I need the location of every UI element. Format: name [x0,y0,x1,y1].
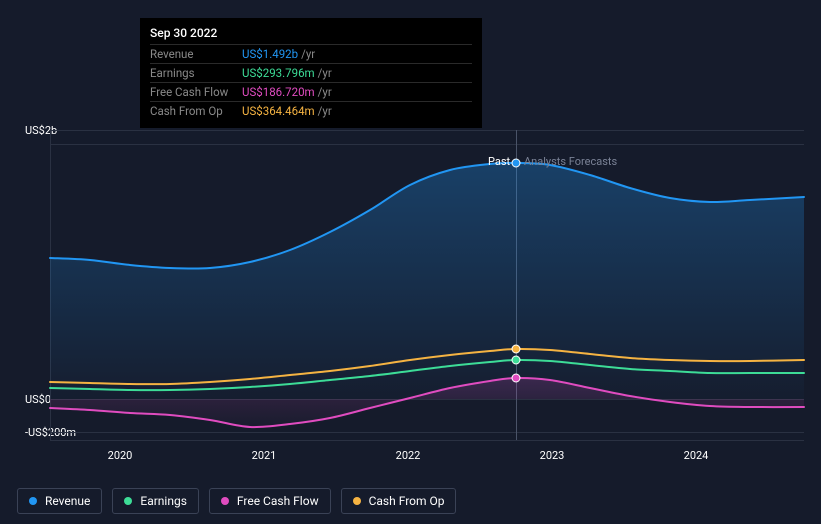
tooltip-row-label: Earnings [150,66,242,80]
label-past: Past [488,155,510,168]
legend-label: Revenue [45,494,90,508]
tooltip-date: Sep 30 2022 [150,26,472,44]
legend-dot-icon [124,497,132,505]
tooltip-row-value: US$364.464m [242,104,315,118]
x-axis-label: 2023 [540,449,565,462]
chart-svg [50,130,804,440]
legend-label: Cash From Op [369,494,445,508]
marker-free_cash_flow [512,374,521,383]
label-forecast: Analysts Forecasts [524,155,617,168]
chart-legend: Revenue Earnings Free Cash Flow Cash From O… [17,488,456,514]
tooltip-row: Free Cash FlowUS$186.720m/yr [150,82,472,101]
legend-label: Free Cash Flow [237,494,319,508]
legend-item-revenue[interactable]: Revenue [17,488,102,514]
legend-item-free_cash_flow[interactable]: Free Cash Flow [209,488,331,514]
x-axis-label: 2024 [684,449,709,462]
plot-bottom-border [50,440,804,441]
tooltip-row-label: Cash From Op [150,104,242,118]
tooltip-row-unit: /yr [318,104,332,118]
chart-tooltip: Sep 30 2022 RevenueUS$1.492b/yrEarningsU… [140,18,482,128]
marker-revenue [512,159,521,168]
x-axis-label: 2020 [108,449,133,462]
tooltip-row-value: US$186.720m [242,85,315,99]
chart-container: US$2bUS$0-US$200m Past Analysts Forecast… [17,130,804,440]
series-area-revenue [50,163,804,399]
legend-dot-icon [29,497,37,505]
marker-earnings [512,356,521,365]
legend-label: Earnings [140,494,187,508]
tooltip-row: EarningsUS$293.796m/yr [150,63,472,82]
tooltip-row-value: US$293.796m [242,66,315,80]
x-axis-label: 2022 [396,449,421,462]
legend-dot-icon [353,497,361,505]
legend-dot-icon [221,497,229,505]
tooltip-row: Cash From OpUS$364.464m/yr [150,101,472,120]
tooltip-row: RevenueUS$1.492b/yr [150,44,472,63]
tooltip-row-label: Free Cash Flow [150,85,242,99]
plot-area[interactable]: Past Analysts Forecasts 2020202120222023… [50,130,804,440]
tooltip-row-unit: /yr [318,85,332,99]
legend-item-cash_from_op[interactable]: Cash From Op [341,488,457,514]
marker-cash_from_op [512,345,521,354]
legend-item-earnings[interactable]: Earnings [112,488,199,514]
tooltip-row-value: US$1.492b [242,47,298,61]
x-axis-label: 2021 [252,449,277,462]
y-axis-label: US$0 [25,393,51,406]
tooltip-row-label: Revenue [150,47,242,61]
tooltip-row-unit: /yr [301,47,315,61]
tooltip-row-unit: /yr [318,66,332,80]
